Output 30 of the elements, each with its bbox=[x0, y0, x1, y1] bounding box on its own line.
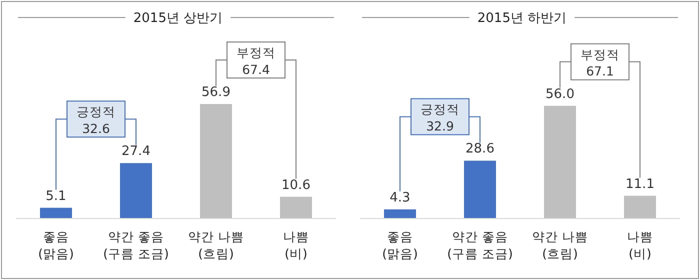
chart-title: 2015년 하반기 bbox=[477, 11, 567, 26]
bar bbox=[280, 196, 312, 218]
x-tick-label: 좋음 (맑음) bbox=[382, 229, 418, 261]
data-label: 27.4 bbox=[122, 144, 150, 160]
x-tick-label: 나쁨 (비) bbox=[627, 229, 653, 261]
x-tick-label: 나쁨 (비) bbox=[283, 229, 309, 261]
chart-title: 2015년 상반기 bbox=[133, 11, 223, 26]
data-label: 28.6 bbox=[466, 142, 494, 157]
bar bbox=[544, 106, 576, 218]
data-label: 4.3 bbox=[390, 190, 410, 206]
data-label: 11.1 bbox=[626, 176, 654, 192]
data-label: 5.1 bbox=[46, 188, 66, 204]
bar bbox=[40, 208, 72, 218]
x-tick-label: 약간 나쁨 (흐림) bbox=[188, 229, 244, 261]
text: 부정적 67.1 bbox=[580, 46, 620, 79]
bar bbox=[464, 160, 496, 218]
bar bbox=[120, 163, 152, 218]
text: 부정적 67.4 bbox=[236, 45, 276, 77]
bar bbox=[624, 196, 656, 218]
annotation: 긍정적 32.9 bbox=[420, 102, 460, 134]
x-tick-label: 좋음 (맑음) bbox=[38, 229, 74, 261]
bar bbox=[200, 104, 232, 218]
x-tick-label: 약간 좋음 (구름 조금) bbox=[447, 229, 513, 261]
data-label: 10.6 bbox=[282, 178, 310, 193]
x-tick-label: 약간 나쁨 (흐림) bbox=[532, 229, 588, 261]
data-label: 56.9 bbox=[202, 85, 230, 100]
x-tick-label: 약간 좋음 (구름 조금) bbox=[103, 229, 169, 261]
bar bbox=[384, 209, 416, 218]
data-label: 56.0 bbox=[546, 86, 574, 102]
annotation: 긍정적 32.6 bbox=[76, 104, 116, 136]
